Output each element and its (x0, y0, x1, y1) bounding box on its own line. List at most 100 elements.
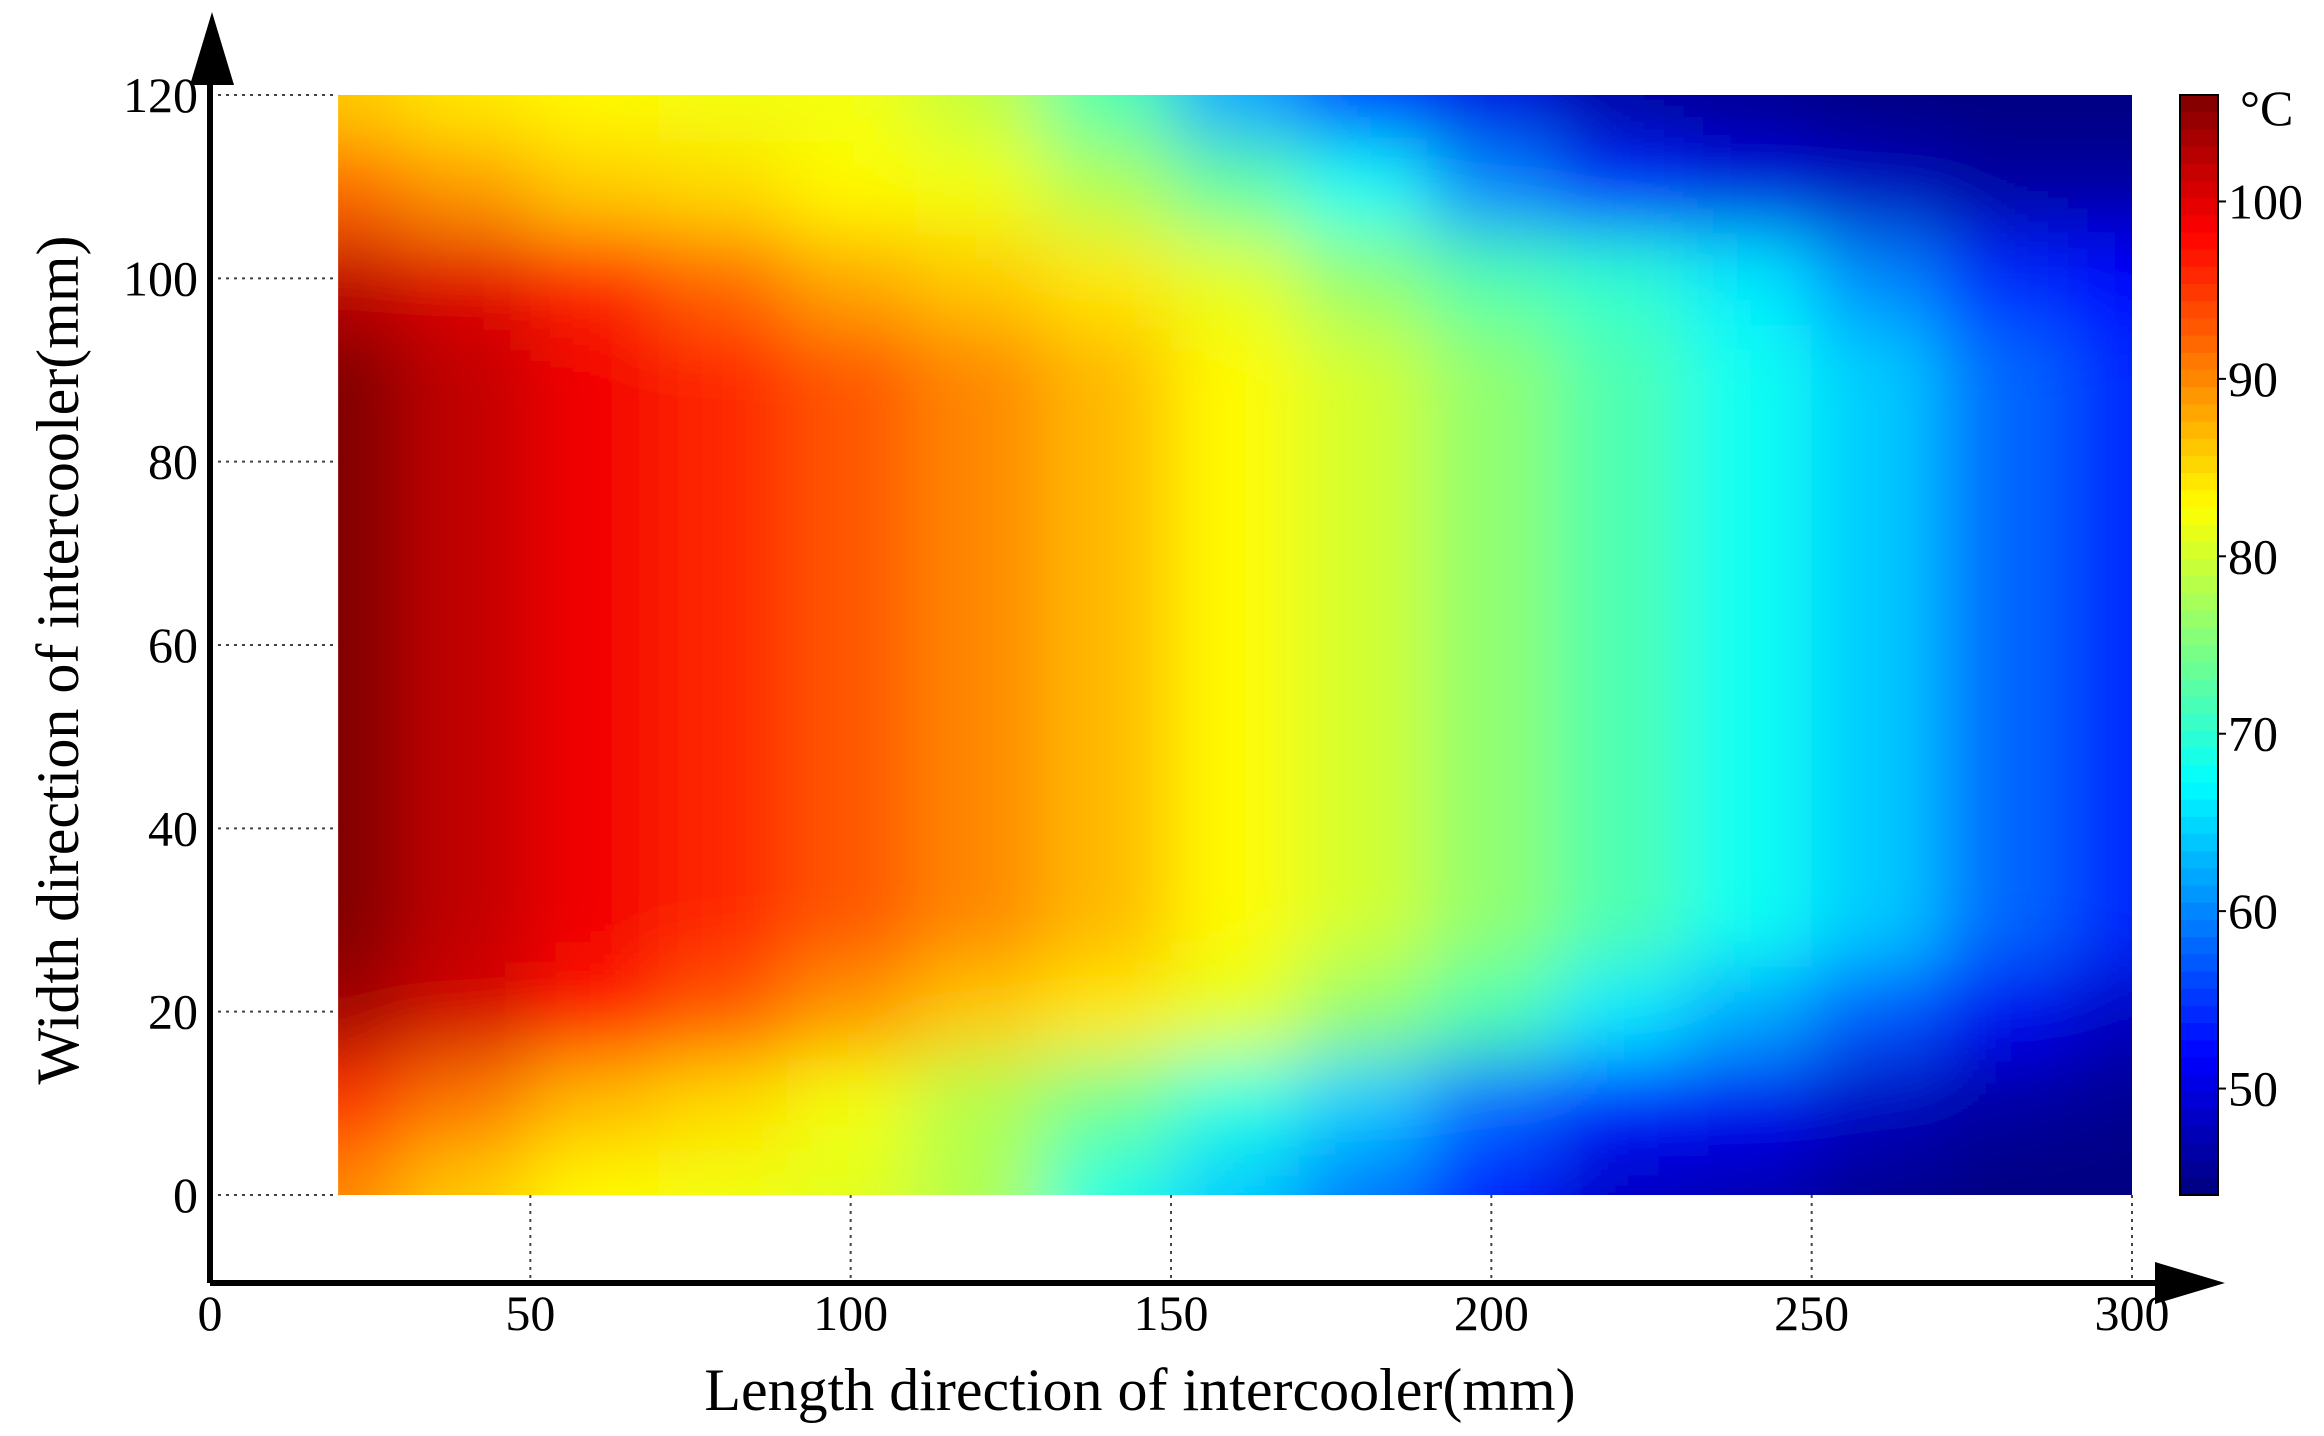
heatmap-cell (1683, 874, 1813, 967)
colorbar-tick-label: 80 (2228, 528, 2278, 584)
heatmap-cell (1939, 324, 2069, 417)
heatmap-cell (1427, 232, 1557, 326)
heatmap-cell (1427, 782, 1557, 876)
heatmap-cell (1555, 690, 1685, 784)
heatmap-cell (914, 965, 1044, 1059)
colorbar-band (2180, 146, 2218, 165)
colorbar-band (2180, 679, 2218, 698)
colorbar-band (2180, 1126, 2218, 1145)
colorbar-band (2180, 851, 2218, 870)
colorbar-band (2180, 473, 2218, 491)
colorbar-band (2180, 370, 2218, 388)
colorbar-band (2180, 1109, 2218, 1127)
heatmap-cell (2067, 232, 2133, 326)
heatmap-cell (530, 95, 660, 142)
colorbar-band (2180, 284, 2218, 302)
colorbar-band (2180, 730, 2218, 749)
heatmap-cell (1299, 324, 1429, 417)
heatmap-cell (786, 874, 916, 967)
heatmap-cell (1299, 232, 1429, 326)
colorbar-band (2180, 1023, 2218, 1041)
heatmap-cell (2067, 415, 2133, 509)
heatmap-area (338, 95, 2133, 1195)
heatmap-cell (338, 324, 404, 417)
heatmap-cell (1299, 1149, 1429, 1195)
heatmap-cell (530, 232, 660, 326)
y-tick-label: 60 (148, 617, 198, 673)
gridlines (210, 94, 2133, 1283)
colorbar-band (2180, 1057, 2218, 1076)
heatmap-cell (914, 1149, 1044, 1195)
colorbar-band (2180, 421, 2218, 440)
x-axis-title: Length direction of intercooler(mm) (704, 1357, 1575, 1423)
colorbar-gradient (2180, 95, 2218, 1196)
heatmap-cell (1555, 1057, 1685, 1151)
colorbar-band (2180, 816, 2218, 835)
colorbar-band (2180, 129, 2218, 148)
heatmap-cell (914, 782, 1044, 876)
heatmap-cell (1171, 1057, 1301, 1151)
heatmap-cell (1299, 507, 1429, 601)
heatmap-cell (530, 690, 660, 784)
colorbar-band (2180, 937, 2218, 955)
heatmap-cell (1683, 95, 1813, 142)
x-tick-label: 150 (1134, 1285, 1209, 1341)
heatmap-cell (338, 1057, 404, 1151)
heatmap-cell (1811, 232, 1941, 326)
heatmap-cell (1042, 507, 1172, 601)
colorbar-band (2180, 387, 2218, 405)
heatmap-cell (1042, 690, 1172, 784)
heatmap-cell (1683, 690, 1813, 784)
colorbar-band (2180, 988, 2218, 1007)
heatmap-cell (1555, 599, 1685, 692)
heatmap-cell (786, 232, 916, 326)
colorbar-tick-label: 60 (2228, 883, 2278, 939)
heatmap-cell (338, 599, 404, 692)
colorbar-band (2180, 662, 2218, 680)
colorbar-band (2180, 438, 2218, 457)
heatmap-cell (914, 1057, 1044, 1151)
heatmap-cell (402, 324, 532, 417)
colorbar-band (2180, 180, 2218, 199)
heatmap-cell (338, 782, 404, 876)
colorbar-band (2180, 645, 2218, 663)
heatmap-cell (658, 1149, 788, 1195)
heatmap-cell (1427, 1149, 1557, 1195)
colorbar-band (2180, 404, 2218, 423)
heatmap-cell (530, 874, 660, 967)
heatmap-cell (786, 415, 916, 509)
heatmap-cell (530, 965, 660, 1059)
heatmap-cell (1811, 140, 1941, 234)
heatmap-cell (1299, 140, 1429, 234)
heatmap-cell (530, 599, 660, 692)
heatmap-cell (786, 599, 916, 692)
heatmap-cell (338, 415, 404, 509)
heatmap-cell (1811, 324, 1941, 417)
heatmap-cell (914, 690, 1044, 784)
heatmap-cell (402, 507, 532, 601)
colorbar-band (2180, 954, 2218, 973)
heatmap-cell (658, 1057, 788, 1151)
heatmap-cell (914, 140, 1044, 234)
heatmap-cell (1939, 232, 2069, 326)
heatmap-cell (1555, 324, 1685, 417)
colorbar-band (2180, 696, 2218, 715)
colorbar-tick-label: 100 (2228, 173, 2303, 229)
heatmap-cell (530, 324, 660, 417)
heatmap-cell (1299, 965, 1429, 1059)
colorbar-band (2180, 559, 2218, 577)
heatmap-cell (914, 95, 1044, 142)
heatmap-cell (1555, 232, 1685, 326)
heatmap-cell (1042, 1149, 1172, 1195)
heatmap-cell (1555, 874, 1685, 967)
heatmap-cell (658, 599, 788, 692)
colorbar-band (2180, 610, 2218, 629)
heatmap-cell (402, 599, 532, 692)
heatmap-cell (658, 690, 788, 784)
heatmap-cell (1811, 1057, 1941, 1151)
colorbar-tick-label: 70 (2228, 706, 2278, 762)
heatmap-cell (1042, 95, 1172, 142)
heatmap-cell (1555, 415, 1685, 509)
colorbar-band (2180, 490, 2218, 509)
